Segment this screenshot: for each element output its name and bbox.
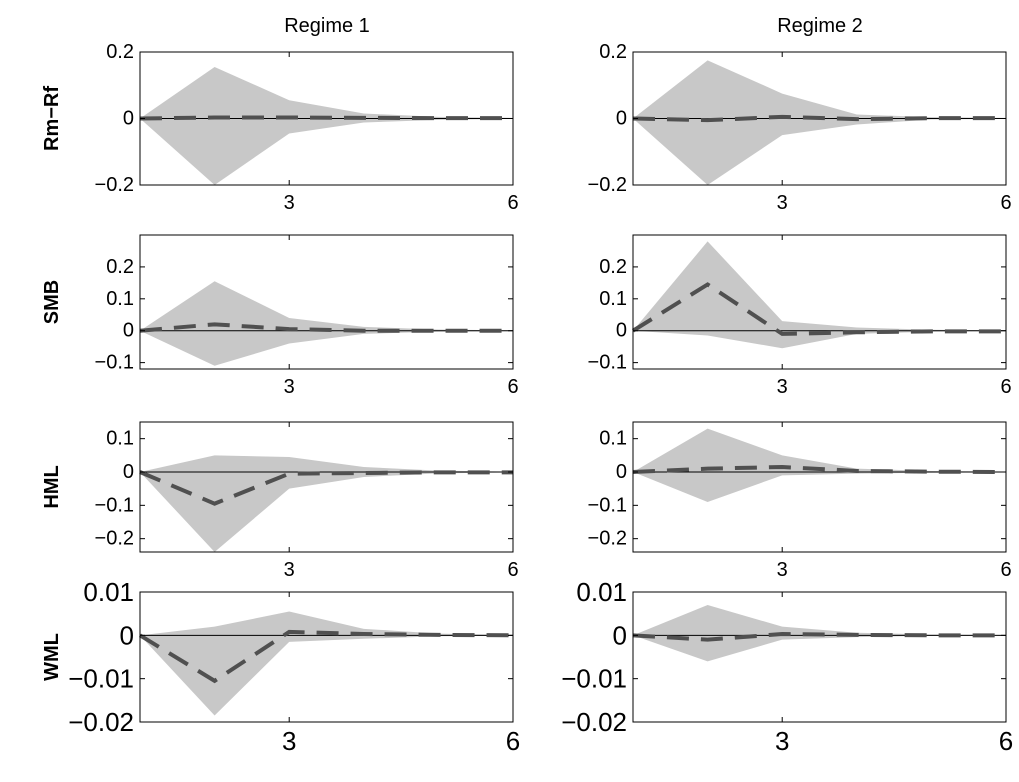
y-tick-label: 0 xyxy=(123,320,134,342)
impulse-response-line xyxy=(632,464,1007,474)
y-tick-label: 0.2 xyxy=(599,256,627,278)
panel-rm-rf-regime-1: 0.2 0 −0.2 3 6 xyxy=(95,41,519,214)
y-tick-label: −0.01 xyxy=(561,664,627,694)
y-tick-label: −0.2 xyxy=(588,528,627,550)
confidence-band xyxy=(633,241,1006,349)
row-label-rm-rf: Rm−Rf xyxy=(41,86,63,151)
impulse-response-line xyxy=(139,470,513,506)
y-tick-label: 0.1 xyxy=(106,288,134,310)
y-tick-label: 0 xyxy=(123,461,134,483)
x-tick-label: 3 xyxy=(777,192,788,214)
axes-box xyxy=(139,234,514,370)
column-title-regime-2: Regime 2 xyxy=(777,15,863,37)
confidence-band xyxy=(633,60,1006,185)
impulse-response-line xyxy=(632,632,1006,642)
y-tick-label: −0.1 xyxy=(95,494,134,516)
panel-smb-regime-2: 0.2 0.1 0 −0.1 3 6 xyxy=(588,234,1012,398)
y-tick-label: 0 xyxy=(120,620,134,650)
y-tick-label: 0.01 xyxy=(576,577,627,607)
x-tick-label: 6 xyxy=(1000,559,1011,581)
x-tick-label: 3 xyxy=(777,376,788,398)
y-tick-label: −0.01 xyxy=(68,664,134,694)
confidence-band xyxy=(633,428,1006,502)
y-tick-label: 0.1 xyxy=(106,428,134,450)
row-label-wml: WML xyxy=(41,633,63,681)
panel-wml-regime-1: 0.01 0 −0.01 −0.02 3 6 xyxy=(68,577,520,756)
y-tick-label: −0.02 xyxy=(561,707,627,737)
confidence-band xyxy=(140,281,513,366)
y-tick-label: 0 xyxy=(613,620,627,650)
x-tick-label: 6 xyxy=(506,726,520,756)
y-tick-label: 0 xyxy=(123,108,134,130)
row-rm-rf: Rm−Rf 0.2 0 −0.2 3 6 0.2 0 −0.2 3 6 xyxy=(41,41,1012,214)
confidence-band xyxy=(140,611,513,716)
y-tick-label: −0.1 xyxy=(588,352,627,374)
row-smb: SMB 0.2 0.1 0 −0.1 3 6 0.2 0.1 0 −0.1 3 6 xyxy=(41,234,1012,398)
x-tick-label: 3 xyxy=(282,726,296,756)
x-tick-label: 6 xyxy=(1000,376,1011,398)
confidence-band xyxy=(140,66,513,185)
x-tick-label: 6 xyxy=(999,726,1013,756)
y-tick-label: −0.2 xyxy=(95,528,134,550)
y-tick-label: 0.1 xyxy=(599,428,627,450)
y-tick-label: 0 xyxy=(616,461,627,483)
panel-rm-rf-regime-2: 0.2 0 −0.2 3 6 xyxy=(588,41,1012,214)
y-tick-label: −0.1 xyxy=(588,494,627,516)
column-titles: Regime 1 Regime 2 xyxy=(284,15,863,37)
panel-smb-regime-1: 0.2 0.1 0 −0.1 3 6 xyxy=(95,234,519,398)
impulse-response-line xyxy=(139,115,513,121)
x-tick-label: 6 xyxy=(507,559,518,581)
y-tick-label: 0.01 xyxy=(83,577,134,607)
y-tick-label: −0.2 xyxy=(588,174,627,196)
column-title-regime-1: Regime 1 xyxy=(284,15,370,37)
row-hml: HML 0.1 0 −0.1 −0.2 3 6 0.1 0 −0.1 −0.2 3 6 xyxy=(41,421,1012,581)
y-tick-label: 0.2 xyxy=(106,256,134,278)
y-tick-label: −0.2 xyxy=(95,174,134,196)
y-tick-label: 0.2 xyxy=(599,41,627,63)
x-tick-label: 3 xyxy=(284,376,295,398)
y-tick-label: 0.2 xyxy=(106,41,134,63)
y-tick-label: 0.1 xyxy=(599,288,627,310)
y-tick-label: −0.02 xyxy=(68,707,134,737)
y-tick-label: 0 xyxy=(616,108,627,130)
x-tick-label: 3 xyxy=(775,726,789,756)
axes-box xyxy=(139,591,514,723)
x-tick-label: 3 xyxy=(284,192,295,214)
axes-box xyxy=(632,234,1007,370)
axes-box xyxy=(139,421,514,553)
panels: Rm−Rf 0.2 0 −0.2 3 6 0.2 0 −0.2 3 6 SMB 0.2 0.1 0 −0.1 3… xyxy=(41,41,1013,756)
impulse-response-line xyxy=(631,282,1006,336)
x-tick-label: 3 xyxy=(284,559,295,581)
x-tick-label: 6 xyxy=(507,376,518,398)
y-tick-label: 0 xyxy=(616,320,627,342)
impulse-response-line xyxy=(632,114,1006,123)
panel-hml-regime-2: 0.1 0 −0.1 −0.2 3 6 xyxy=(588,421,1012,581)
x-tick-label: 6 xyxy=(507,192,518,214)
y-tick-label: −0.1 xyxy=(95,352,134,374)
impulse-response-line xyxy=(138,629,514,684)
impulse-response-line xyxy=(139,322,513,333)
confidence-band xyxy=(140,455,513,552)
x-tick-label: 3 xyxy=(777,559,788,581)
x-tick-label: 6 xyxy=(1000,192,1011,214)
panel-wml-regime-2: 0.01 0 −0.01 −0.02 3 6 xyxy=(561,577,1013,756)
panel-hml-regime-1: 0.1 0 −0.1 −0.2 3 6 xyxy=(95,421,519,581)
row-label-smb: SMB xyxy=(41,280,63,324)
axes-box xyxy=(632,421,1007,553)
row-wml: WML 0.01 0 −0.01 −0.02 3 6 0.01 0 −0.01 −0.02 3 6 xyxy=(41,577,1013,756)
axes-box xyxy=(632,591,1007,723)
row-label-hml: HML xyxy=(41,465,63,508)
